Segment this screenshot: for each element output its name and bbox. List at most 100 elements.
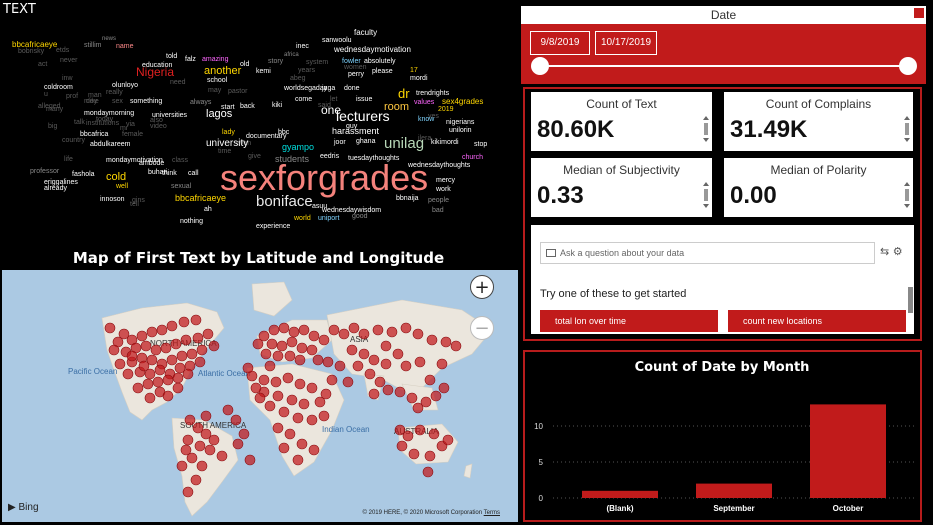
map-point[interactable] (306, 344, 318, 356)
cloud-word[interactable]: abdulkareem (90, 141, 131, 148)
map-point[interactable] (242, 362, 254, 374)
map-point[interactable] (192, 332, 204, 344)
map-point[interactable] (296, 342, 308, 354)
map-point[interactable] (230, 414, 242, 426)
map-point[interactable] (104, 322, 116, 334)
map-point[interactable] (186, 348, 198, 360)
cloud-word[interactable]: think (162, 170, 177, 177)
cloud-word[interactable]: eriggalines (44, 179, 78, 186)
cloud-word[interactable]: universities (152, 112, 188, 119)
map-point[interactable] (204, 444, 216, 456)
map-point[interactable] (400, 360, 412, 372)
cloud-word[interactable]: kiki (272, 102, 283, 109)
map-point[interactable] (318, 410, 330, 422)
map-point[interactable] (284, 350, 296, 362)
map-point[interactable] (272, 422, 284, 434)
cloud-word[interactable]: know (418, 116, 435, 123)
scroll-down-icon[interactable] (904, 204, 910, 208)
map-point[interactable] (296, 438, 308, 450)
scroll-thumb[interactable] (704, 123, 708, 135)
cloud-word[interactable]: unilorin (449, 127, 472, 134)
date-range-end-handle[interactable] (899, 57, 917, 75)
cloud-word[interactable]: stop (474, 141, 487, 148)
scroll-up-icon[interactable] (703, 182, 709, 186)
map-point[interactable] (180, 444, 192, 456)
map-point[interactable] (450, 340, 462, 352)
map-point[interactable] (298, 324, 310, 336)
map-point[interactable] (160, 342, 172, 354)
map-point[interactable] (308, 330, 320, 342)
cloud-word[interactable]: jaga (321, 85, 335, 92)
cloud-word[interactable]: bbcafricaeye (12, 40, 58, 49)
cloud-word[interactable]: always (190, 99, 212, 106)
map-point[interactable] (284, 428, 296, 440)
scroll-down-icon[interactable] (904, 138, 910, 142)
qa-suggestion-button[interactable]: count new locations (728, 310, 906, 332)
map-point[interactable] (222, 404, 234, 416)
map-point[interactable] (392, 348, 404, 360)
cloud-word[interactable]: sexforgrades (220, 157, 428, 198)
cloud-word[interactable]: mondaymorning (84, 110, 134, 117)
cloud-word[interactable]: professor (30, 168, 60, 175)
cloud-word[interactable]: fowler (342, 58, 361, 65)
map-point[interactable] (424, 450, 436, 462)
cloud-word[interactable]: ah (204, 206, 212, 213)
cloud-word[interactable]: lecturers (336, 108, 390, 124)
cloud-word[interactable]: unilag (384, 135, 424, 152)
cloud-word[interactable]: sexual (171, 183, 192, 190)
cloud-word[interactable]: joor (333, 139, 346, 146)
cloud-word[interactable]: trendrights (416, 90, 450, 97)
cloud-word[interactable]: students (275, 154, 310, 164)
map-point[interactable] (144, 392, 156, 404)
cloud-word[interactable]: told (166, 53, 177, 60)
map-point[interactable] (146, 326, 158, 338)
map-point[interactable] (154, 364, 166, 376)
cloud-word[interactable]: lady (222, 129, 235, 136)
map-point[interactable] (276, 340, 288, 352)
card-scrollbar[interactable] (703, 182, 709, 208)
map-point[interactable] (430, 390, 442, 402)
cloud-word[interactable]: wednesdaymotivation (333, 45, 411, 54)
map-point[interactable] (426, 334, 438, 346)
cloud-word[interactable]: one (321, 103, 341, 117)
cloud-word[interactable]: mordi (410, 75, 428, 82)
map-point[interactable] (326, 374, 338, 386)
cloud-word[interactable]: bbc (278, 129, 290, 136)
map-point[interactable] (196, 460, 208, 472)
cloud-word[interactable]: room (384, 101, 409, 113)
map-point[interactable] (208, 434, 220, 446)
map-point[interactable] (162, 390, 174, 402)
map-point[interactable] (138, 360, 150, 372)
map-point[interactable] (312, 354, 324, 366)
map-point[interactable] (208, 340, 220, 352)
map-point[interactable] (216, 450, 228, 462)
map-point[interactable] (346, 344, 358, 356)
map-point[interactable] (314, 396, 326, 408)
scroll-down-icon[interactable] (703, 204, 709, 208)
map-point[interactable] (122, 368, 134, 380)
map-point[interactable] (270, 376, 282, 388)
scroll-down-icon[interactable] (703, 138, 709, 142)
cloud-word[interactable]: 2019 (438, 106, 454, 113)
cloud-word[interactable]: education (142, 62, 172, 69)
map-point[interactable] (408, 448, 420, 460)
map-point[interactable] (170, 338, 182, 350)
cloud-word[interactable]: gyampo (282, 142, 314, 152)
map-point[interactable] (358, 348, 370, 360)
map-point[interactable] (282, 372, 294, 384)
cloud-word[interactable]: bbnaija (396, 195, 419, 202)
map-point[interactable] (200, 410, 212, 422)
map-point[interactable] (278, 322, 290, 334)
qa-question-input[interactable] (560, 245, 860, 261)
cloud-word[interactable]: Nigeria (136, 65, 174, 79)
cloud-word[interactable]: back (240, 103, 255, 110)
cloud-word[interactable]: tuesdaythoughts (348, 155, 400, 162)
cloud-word[interactable]: news (102, 36, 116, 42)
cloud-word[interactable]: start (221, 104, 235, 111)
cloud-word[interactable]: amazing (202, 56, 229, 63)
map-point[interactable] (422, 466, 434, 478)
map-point[interactable] (440, 336, 452, 348)
map-point[interactable] (294, 378, 306, 390)
map-point[interactable] (306, 414, 318, 426)
map-point[interactable] (368, 388, 380, 400)
